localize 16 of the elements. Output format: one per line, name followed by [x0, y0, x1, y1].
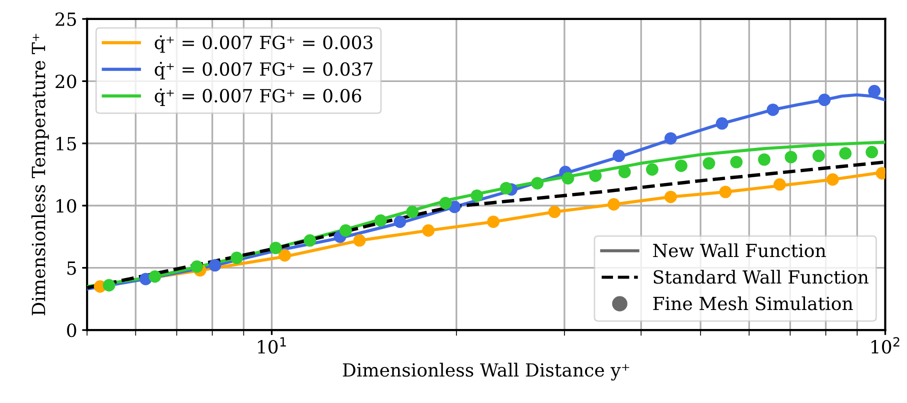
- legend-label: q̇⁺ = 0.007 FG⁺ = 0.06: [154, 88, 362, 106]
- y-tick-label: 5: [67, 262, 76, 275]
- annotation: New Wall Function: [653, 243, 826, 258]
- legend-label: Standard Wall Function: [654, 270, 868, 284]
- x-tick-label: 10$^{1}$: [258, 337, 286, 354]
- legend-label: q̇⁺ = 0.007 FG⁺ = 0.037: [154, 62, 372, 80]
- x-axis-title: Dimensionless Wall Distance y⁺: [342, 362, 630, 381]
- annotation: Fine Mesh Simulation: [653, 296, 853, 310]
- y-tick-label: 20: [56, 74, 76, 88]
- legend-label: q̇⁺ = 0.007 FG⁺ = 0.003: [154, 35, 372, 53]
- y-tick-label: 25: [56, 12, 76, 26]
- y-tick-label: 10: [56, 199, 76, 213]
- x-tick-label: 10$^{2}$: [872, 337, 900, 354]
- y-axis-title: Dimensionless Temperature T⁺: [31, 34, 49, 316]
- y-tick-label: 0: [67, 324, 76, 338]
- y-tick-label: 15: [56, 136, 76, 151]
